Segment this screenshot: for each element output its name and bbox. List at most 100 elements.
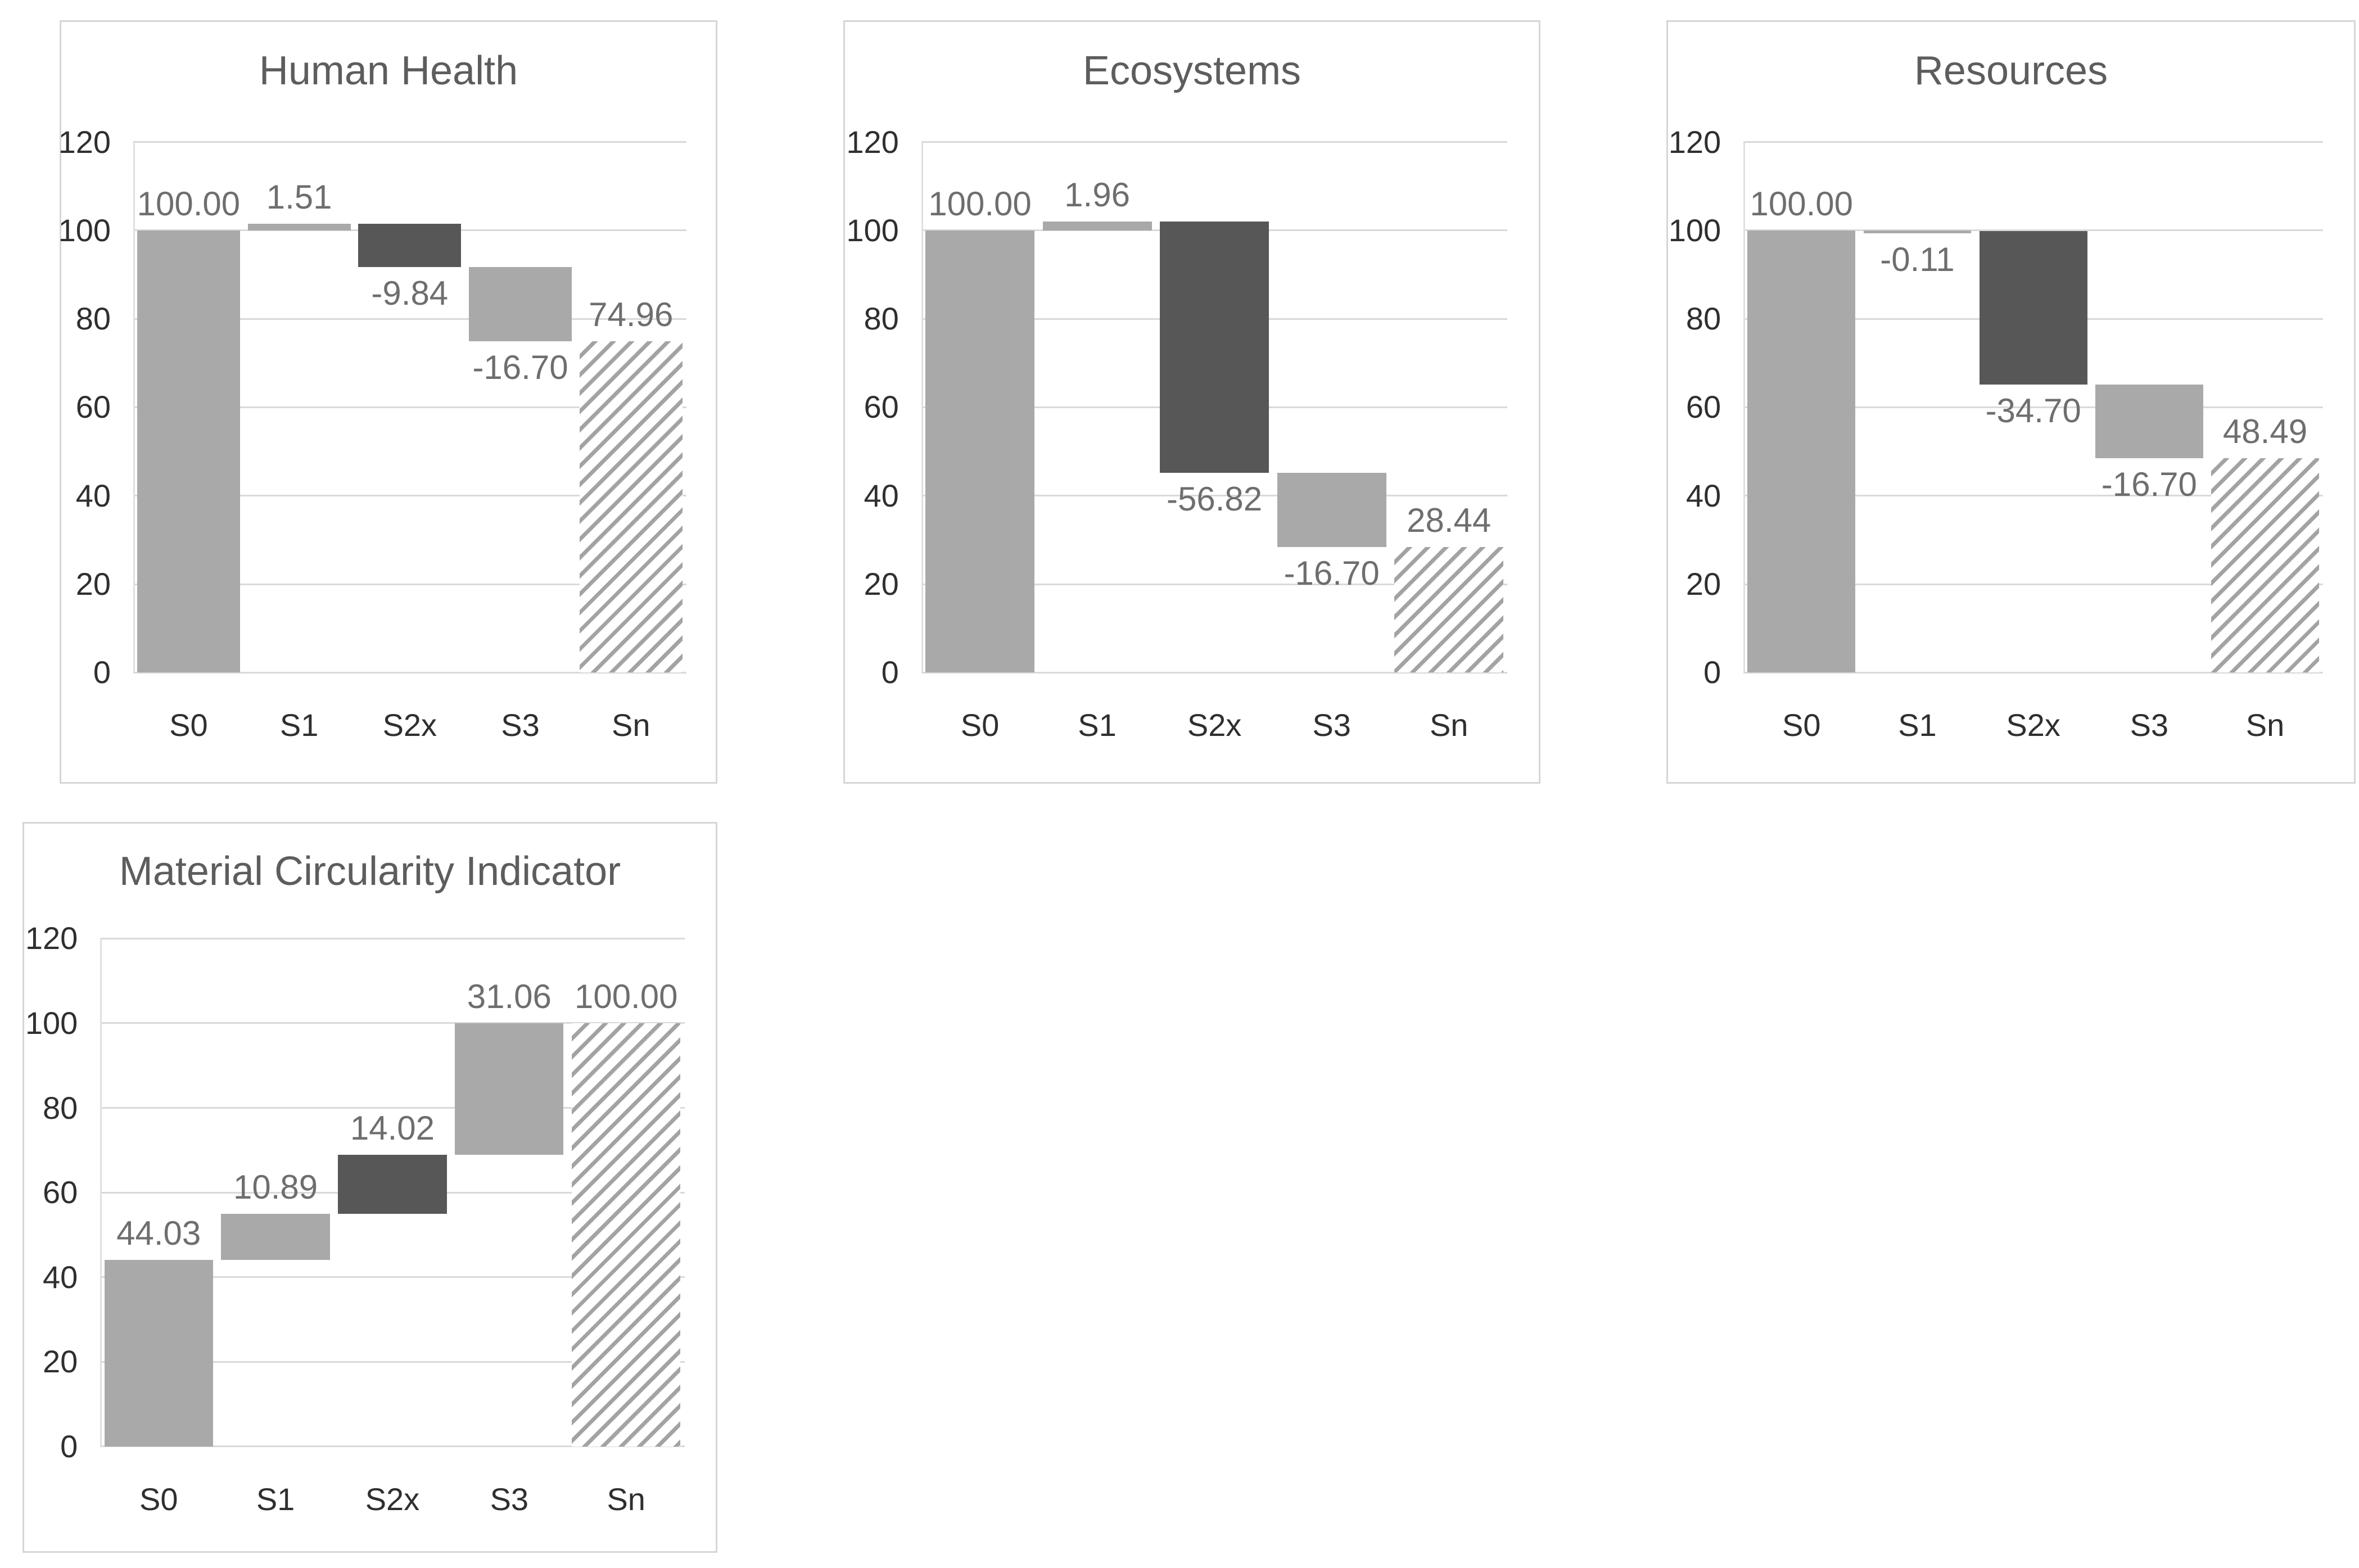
x-axis-label: S2x [382,707,437,743]
gridline [100,937,685,939]
bar-s2x[interactable] [1160,222,1269,473]
data-label: 10.89 [233,1168,318,1206]
gridline [100,1361,685,1363]
gridline [133,495,686,497]
bar-s1[interactable] [221,1214,330,1260]
x-axis-label: S3 [490,1481,529,1517]
data-label: -0.11 [1880,240,1955,278]
data-label: -16.70 [2101,465,2197,503]
chart-panel-material-circularity-indicator: Material Circularity Indicator 0 20 40 60 80… [22,822,717,1553]
y-tick-label: 20 [864,566,899,602]
x-axis-label: Sn [611,707,650,743]
gridline [921,495,1508,497]
gridline [133,318,686,320]
y-tick-label: 80 [864,301,899,337]
bar-sn[interactable] [1394,546,1504,673]
chart-title: Material Circularity Indicator [119,848,621,894]
y-axis-line [1743,142,1746,673]
gridline [133,671,686,674]
bar-s3[interactable] [469,267,572,341]
x-axis-label: Sn [2245,707,2285,743]
x-axis-label: Sn [607,1481,645,1517]
data-label: 100.00 [574,977,678,1015]
gridline [1743,583,2324,585]
y-tick-label: 60 [864,389,899,425]
bar-s0[interactable] [104,1260,213,1447]
y-tick-label: 40 [864,477,899,513]
gridline [921,671,1508,674]
data-label: 48.49 [2222,412,2308,450]
data-label: 1.51 [266,178,332,216]
bar-s2x[interactable] [358,224,462,268]
bar-s3[interactable] [1277,473,1386,547]
chart-title: Resources [1914,48,2108,93]
bar-s0[interactable] [137,230,240,673]
y-tick-label: 60 [43,1174,78,1210]
x-axis-label: S3 [2130,707,2169,743]
y-tick-label: 0 [93,654,111,690]
gridline [1743,406,2324,408]
y-tick-label: 40 [75,477,111,513]
bar-s0[interactable] [925,230,1034,673]
y-axis-line [921,142,923,673]
y-tick-label: 120 [25,920,78,956]
bar-s3[interactable] [2095,384,2203,458]
gridline [1743,495,2324,497]
gridline [100,1276,685,1278]
y-tick-label: 80 [75,301,111,337]
x-axis-label: S1 [256,1481,295,1517]
gridline [921,141,1508,143]
chart-panel-human-health: Human Health 0 20 40 60 80 100 120 100.00 S0 1.51… [58,20,717,784]
x-axis-label: S2x [365,1481,420,1517]
x-axis-label: S1 [279,707,319,743]
y-tick-label: 60 [75,389,111,425]
bar-sn[interactable] [572,1023,681,1447]
y-tick-label: 20 [1685,566,1721,602]
bar-s2x[interactable] [1979,231,2087,385]
chart-panel-ecosystems: Ecosystems 0 20 40 60 80 100 120 100.00 S0 1.96 S1… [843,20,1540,784]
y-tick-label: 20 [75,566,111,602]
y-tick-label: 80 [1685,301,1721,337]
y-tick-label: 80 [43,1090,78,1126]
gridline [1743,141,2324,143]
data-label: 14.02 [350,1109,435,1147]
bar-s1[interactable] [1863,230,1972,233]
gridline [100,1445,685,1448]
bar-s0[interactable] [1747,230,1856,673]
chart-title: Ecosystems [1082,48,1301,93]
bar-s1[interactable] [1042,222,1152,231]
y-tick-label: 60 [1685,389,1721,425]
bar-sn[interactable] [2211,458,2319,673]
x-axis-label: S1 [1078,707,1117,743]
bar-s2x[interactable] [338,1154,447,1214]
data-label: -56.82 [1167,480,1263,518]
bar-s1[interactable] [247,224,351,231]
x-axis-label: S0 [169,707,208,743]
y-tick-label: 40 [43,1259,78,1295]
data-label: 100.00 [137,184,241,223]
data-label: 100.00 [1750,184,1854,223]
gridline [921,583,1508,585]
y-tick-label: 100 [58,212,111,248]
gridline [1743,229,2324,232]
data-label: 31.06 [467,977,552,1015]
bar-sn[interactable] [579,341,683,673]
x-axis-label: S0 [960,707,1000,743]
y-tick-label: 20 [43,1344,78,1380]
y-tick-label: 0 [1703,654,1721,690]
x-axis-label: S0 [1782,707,1821,743]
x-axis-label: Sn [1429,707,1468,743]
x-axis-label: S3 [1312,707,1351,743]
data-label: -16.70 [472,348,568,386]
gridline [100,1107,685,1109]
y-axis-line [133,142,135,673]
gridline [133,141,686,143]
y-tick-label: 120 [58,124,111,160]
y-tick-label: 40 [1685,477,1721,513]
data-label: 1.96 [1064,176,1130,214]
gridline [1743,671,2324,674]
chart-title: Human Health [259,48,518,93]
gridline [133,406,686,408]
data-label: 74.96 [589,295,674,333]
bar-s3[interactable] [455,1023,564,1155]
